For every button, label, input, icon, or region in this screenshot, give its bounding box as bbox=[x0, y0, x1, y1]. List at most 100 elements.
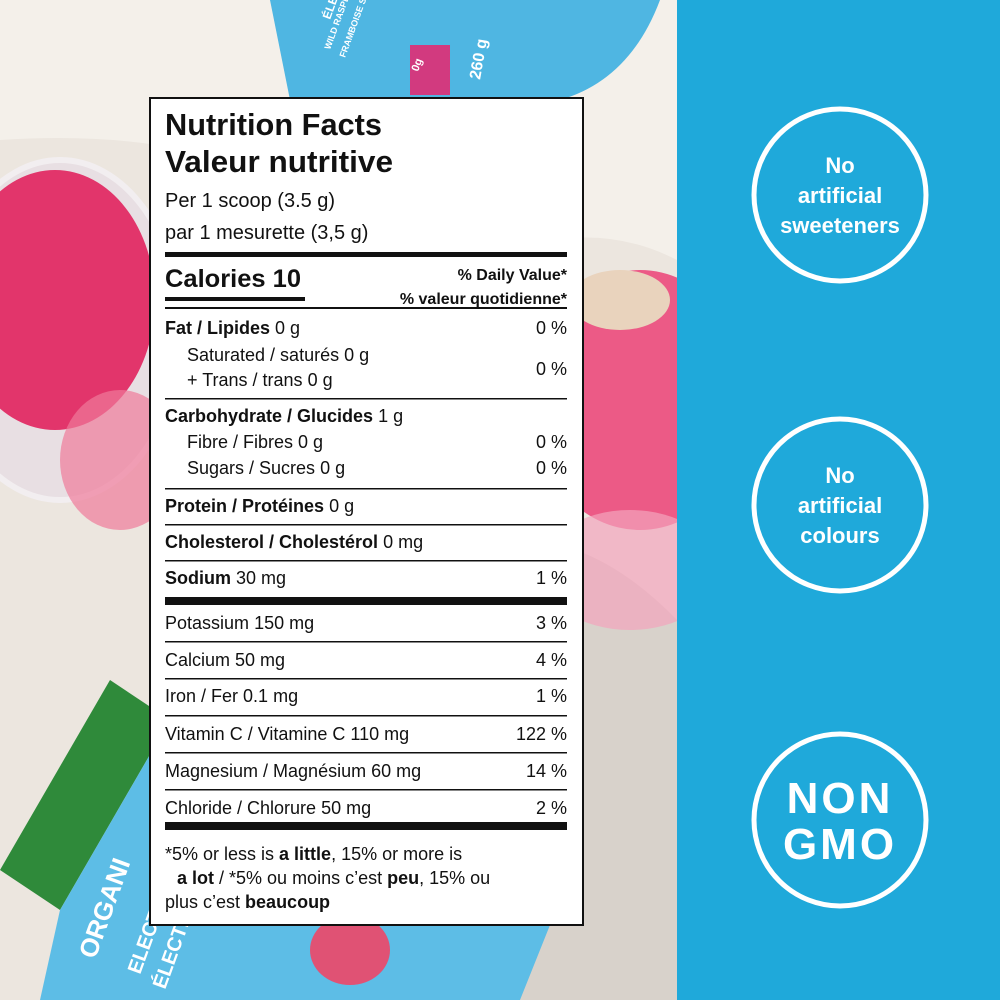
footnote-line: *5% or less is a little, 15% or more is bbox=[165, 844, 462, 864]
nutrient-name: Chloride / Chlorure bbox=[165, 798, 316, 818]
nutrient: Vitamin C / Vitamine C 110 mg bbox=[165, 724, 409, 744]
daily-value-percent: 3 % bbox=[536, 613, 567, 633]
footnote-part: , 15% ou bbox=[419, 868, 490, 888]
badge-circle bbox=[751, 731, 929, 909]
nutrient: + Trans / trans 0 g bbox=[187, 370, 333, 390]
nutrient-name: Vitamin C / Vitamine C bbox=[165, 724, 345, 744]
rule bbox=[165, 560, 567, 562]
serving: Per 1 scoop (3.5 g) bbox=[165, 190, 335, 212]
nutrient: Fat / Lipides 0 g bbox=[165, 318, 300, 338]
nutrient: Protein / Protéines 0 g bbox=[165, 496, 354, 516]
nutrient-name: Sugars / Sucres bbox=[187, 458, 315, 478]
nutrient-name: Cholesterol / Cholestérol bbox=[165, 532, 378, 552]
rule bbox=[165, 524, 567, 526]
nutrient: Potassium 150 mg bbox=[165, 613, 314, 633]
label-title: Nutrition Facts bbox=[165, 107, 382, 142]
nutrient-amount: 0 g bbox=[308, 370, 333, 390]
fruit bbox=[570, 270, 670, 330]
nutrient-name: Fibre / Fibres bbox=[187, 432, 293, 452]
badge-text: NON bbox=[787, 774, 894, 823]
daily-value-fr: % valeur quotidienne* bbox=[400, 291, 568, 308]
nutrient-amount: 0 g bbox=[329, 496, 354, 516]
badges: No artificial sweeteners No artificial colour… bbox=[751, 106, 929, 909]
badge-text: artificial bbox=[798, 183, 882, 208]
nutrient-amount: 0 g bbox=[275, 318, 300, 338]
nutrition-label bbox=[149, 97, 584, 926]
serving-fr: par 1 mesurette (3,5 g) bbox=[165, 222, 368, 244]
daily-value-percent: 2 % bbox=[536, 798, 567, 818]
thick-rule bbox=[165, 822, 567, 830]
rule bbox=[165, 641, 567, 643]
jar-text: 260 g bbox=[467, 37, 491, 80]
badge-circle bbox=[751, 106, 929, 284]
badge-text: colours bbox=[800, 523, 879, 548]
thick-rule bbox=[165, 597, 567, 605]
nutrient-amount: 50 mg bbox=[235, 650, 285, 670]
nutrient: Cholesterol / Cholestérol 0 mg bbox=[165, 532, 423, 552]
footnote-part: a lot bbox=[177, 868, 214, 888]
nutrient-name: Calcium bbox=[165, 650, 230, 670]
nutrient: Iron / Fer 0.1 mg bbox=[165, 686, 298, 706]
daily-value-percent: 1 % bbox=[536, 686, 567, 706]
daily-value-percent: 0 % bbox=[536, 458, 567, 478]
label-title-fr: Valeur nutritive bbox=[165, 144, 393, 179]
daily-value-percent: 0 % bbox=[536, 359, 567, 379]
footnote-part: a little bbox=[279, 844, 331, 864]
nutrient-name: Magnesium / Magnésium bbox=[165, 761, 366, 781]
nutrient-amount: 150 mg bbox=[254, 613, 314, 633]
daily-value-percent: 1 % bbox=[536, 568, 567, 588]
footnote-part: *5% or less is bbox=[165, 844, 279, 864]
nutrient-amount: 0 g bbox=[344, 345, 369, 365]
rule bbox=[165, 307, 567, 309]
nutrient-amount: 0.1 mg bbox=[243, 686, 298, 706]
rule bbox=[165, 488, 567, 490]
footnote-part: peu bbox=[387, 868, 419, 888]
daily-value-percent: 4 % bbox=[536, 650, 567, 670]
nutrient: Saturated / saturés 0 g bbox=[187, 345, 369, 365]
footnote-part: , 15% or more is bbox=[331, 844, 462, 864]
footnote-part: plus c’est bbox=[165, 892, 245, 912]
badge-text: No bbox=[825, 153, 854, 178]
rule bbox=[165, 789, 567, 791]
nutrient: Sugars / Sucres 0 g bbox=[187, 458, 345, 478]
footnote-line: a lot / *5% ou moins c’est peu, 15% ou bbox=[177, 868, 490, 888]
nutrient: Sodium 30 mg bbox=[165, 568, 286, 588]
daily-value-percent: 122 % bbox=[516, 724, 567, 744]
drink-shadow bbox=[540, 510, 720, 630]
nutrient-name: Fat / Lipides bbox=[165, 318, 270, 338]
jar-text: 0g bbox=[410, 57, 426, 73]
nutrient-name: Protein / Protéines bbox=[165, 496, 324, 516]
badge-text: GMO bbox=[783, 820, 897, 869]
daily-value-percent: 14 % bbox=[526, 761, 567, 781]
badge-text: artificial bbox=[798, 493, 882, 518]
badge-text: No bbox=[825, 463, 854, 488]
nutrient-name: Potassium bbox=[165, 613, 249, 633]
jar-lid bbox=[0, 680, 170, 910]
drink bbox=[0, 170, 155, 430]
nutrient: Carbohydrate / Glucides 1 g bbox=[165, 406, 403, 426]
nutrient-name: Sodium bbox=[165, 568, 231, 588]
nutrient-amount: 0 g bbox=[320, 458, 345, 478]
jar-top bbox=[270, 0, 660, 100]
nutrient-name: Carbohydrate / Glucides bbox=[165, 406, 373, 426]
nutrient: Magnesium / Magnésium 60 mg bbox=[165, 761, 421, 781]
nutrient-amount: 1 g bbox=[378, 406, 403, 426]
nutrient-name: Saturated / saturés bbox=[187, 345, 339, 365]
jar-tag bbox=[410, 45, 450, 95]
blue-panel bbox=[677, 0, 1000, 1000]
footnote-line: plus c’est beaucoup bbox=[165, 892, 330, 912]
rule bbox=[165, 398, 567, 400]
thick-rule bbox=[165, 252, 567, 257]
nutrient-amount: 0 mg bbox=[383, 532, 423, 552]
daily-value-percent: 0 % bbox=[536, 318, 567, 338]
nutrient: Calcium 50 mg bbox=[165, 650, 285, 670]
nutrient-amount: 110 mg bbox=[350, 724, 409, 744]
footnote-part: beaucoup bbox=[245, 892, 330, 912]
nutrient-amount: 30 mg bbox=[236, 568, 286, 588]
nutrient-amount: 0 g bbox=[298, 432, 323, 452]
badge-circle bbox=[751, 416, 929, 594]
calories-rule bbox=[165, 297, 305, 301]
nutrient-name: Iron / Fer bbox=[165, 686, 238, 706]
